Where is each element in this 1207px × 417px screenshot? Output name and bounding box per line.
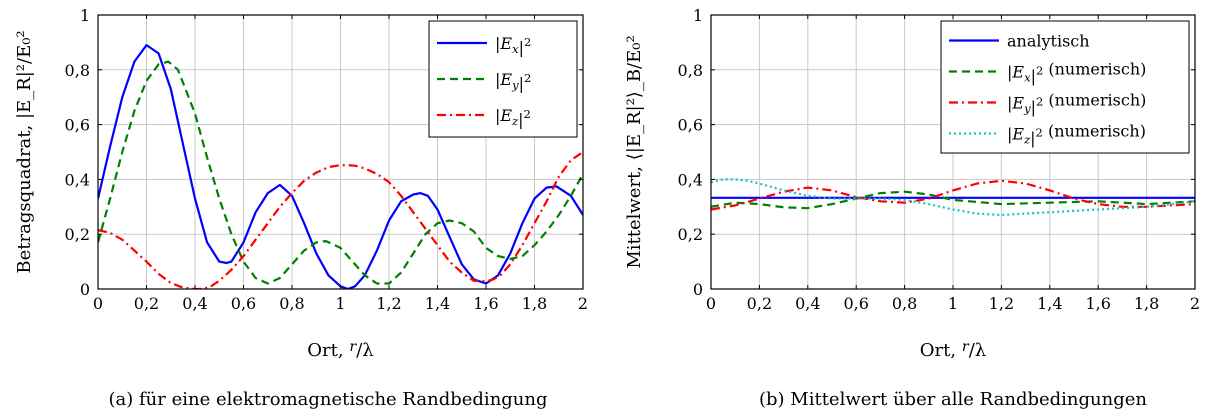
legend: analytisch |Ex|2 (numerisch) |Ey|2 (numeri…	[940, 20, 1190, 154]
x-tick-label: 1	[948, 294, 958, 313]
y-tick-label: 0,2	[65, 225, 90, 244]
figure-caption: (a) für eine elektromagnetische Randbedi…	[108, 389, 547, 410]
y-tick-label: 0,4	[678, 170, 703, 189]
x-tick-label: 1,2	[989, 294, 1014, 313]
y-tick-label: 1	[693, 6, 703, 25]
x-tick-label: 0,2	[134, 294, 159, 313]
x-tick-label: 1,4	[1037, 294, 1062, 313]
chart-b: 0 0,2 0,4 0,6 0,8 1 1,2 1,4 1,6 1,8 2 0 0,2 0,4 0,6 0,8…	[624, 6, 1200, 410]
x-tick-label: 1	[335, 294, 345, 313]
series-line-2	[98, 151, 583, 289]
series-line-1	[98, 60, 583, 285]
chart-a: 0 0,2 0,4 0,6 0,8 1 1,2 1,4 1,6 1,8 2 0 0,2 0,4 0,6 0,8…	[14, 6, 588, 410]
y-axis-label: Mittelwert, ⟨|E_R|²⟩_B/E₀²	[624, 35, 645, 268]
x-tick-label: 0	[706, 294, 716, 313]
y-tick-label: 0,4	[65, 170, 90, 189]
x-tick-label: 0,6	[843, 294, 868, 313]
x-tick-label: 1,6	[473, 294, 498, 313]
legend-box	[940, 20, 1190, 154]
x-tick-label: 1,2	[376, 294, 401, 313]
y-tick-label: 0	[693, 280, 703, 299]
legend: |Ex|2 |Ey|2 |Ez|2	[428, 20, 578, 138]
legend-label: |Ex|2	[495, 34, 531, 57]
x-tick-label: 0,6	[231, 294, 256, 313]
x-tick-label: 1,6	[1085, 294, 1110, 313]
series-line-3	[711, 178, 1195, 217]
x-axis-label: Ort, r/λ	[920, 339, 986, 361]
x-tick-label: 1,8	[522, 294, 547, 313]
x-tick-label: 2	[578, 294, 588, 313]
x-tick-label: 0	[93, 294, 103, 313]
y-tick-label: 1	[80, 6, 90, 25]
y-axis-label: Betragsquadrat, |E_R|²/E₀²	[14, 30, 35, 273]
y-tick-label: 0,8	[678, 61, 703, 80]
figure-caption: (b) Mittelwert über alle Randbedingungen	[759, 389, 1147, 410]
legend-label: |Ey|2 (numerisch)	[1007, 91, 1146, 117]
x-tick-label: 2	[1190, 294, 1200, 313]
series-line-1	[711, 190, 1195, 210]
x-tick-label: 0,4	[182, 294, 207, 313]
legend-label: analytisch	[1007, 32, 1090, 51]
legend-label: |Ez|2 (numerisch)	[1007, 122, 1146, 148]
y-tick-label: 0,2	[678, 225, 703, 244]
x-tick-label: 1,8	[1134, 294, 1159, 313]
y-tick-label: 0,8	[65, 61, 90, 80]
y-tick-label: 0,6	[65, 116, 90, 135]
y-tick-label: 0,6	[678, 116, 703, 135]
x-axis-label: Ort, r/λ	[307, 339, 373, 361]
x-tick-label: 0,8	[892, 294, 917, 313]
x-tick-label: 0,2	[747, 294, 772, 313]
legend-label: |Ey|2	[495, 70, 531, 93]
series-line-2	[711, 179, 1195, 211]
x-tick-label: 0,4	[795, 294, 820, 313]
legend-label: |Ex|2 (numerisch)	[1007, 60, 1146, 86]
x-tick-label: 0,8	[279, 294, 304, 313]
x-tick-label: 1,4	[425, 294, 450, 313]
y-tick-label: 0	[80, 280, 90, 299]
legend-label: |Ez|2	[495, 106, 531, 129]
